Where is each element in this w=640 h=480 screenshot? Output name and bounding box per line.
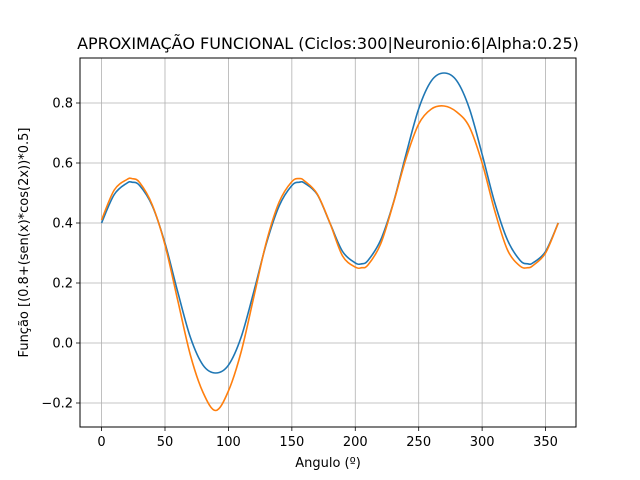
x-tick-label: 50 <box>157 435 174 450</box>
y-tick-label: 0.2 <box>52 277 73 292</box>
x-tick-label: 250 <box>406 435 431 450</box>
x-tick-label: 200 <box>343 435 368 450</box>
y-axis-label: Função [(0.8+(sen(x)*cos(2x))*0.5] <box>17 128 32 358</box>
x-axis-label: Angulo (º) <box>295 456 361 471</box>
y-tick-label: 0.6 <box>52 157 73 172</box>
y-tick-label: 0.4 <box>52 217 73 232</box>
x-tick-label: 100 <box>216 435 241 450</box>
y-tick-label: 0.0 <box>52 337 73 352</box>
y-tick-label: 0.8 <box>52 97 73 112</box>
series-group <box>100 72 559 412</box>
y-tick-label: −0.2 <box>41 397 73 412</box>
x-tick-label: 300 <box>470 435 495 450</box>
plot-frame <box>79 57 577 428</box>
plot-area <box>80 58 576 427</box>
x-tick-label: 150 <box>279 435 304 450</box>
y-axis-ticks: −0.2 0.0 0.2 0.4 0.6 0.8 <box>41 97 80 412</box>
series-line-2 <box>100 105 559 412</box>
x-tick-label: 0 <box>97 435 105 450</box>
chart-title: APROXIMAÇÃO FUNCIONAL (Ciclos:300|Neuron… <box>77 34 579 53</box>
x-axis-ticks: 0 50 100 150 200 250 300 350 <box>97 427 558 450</box>
grid <box>80 58 576 427</box>
x-tick-label: 350 <box>533 435 558 450</box>
